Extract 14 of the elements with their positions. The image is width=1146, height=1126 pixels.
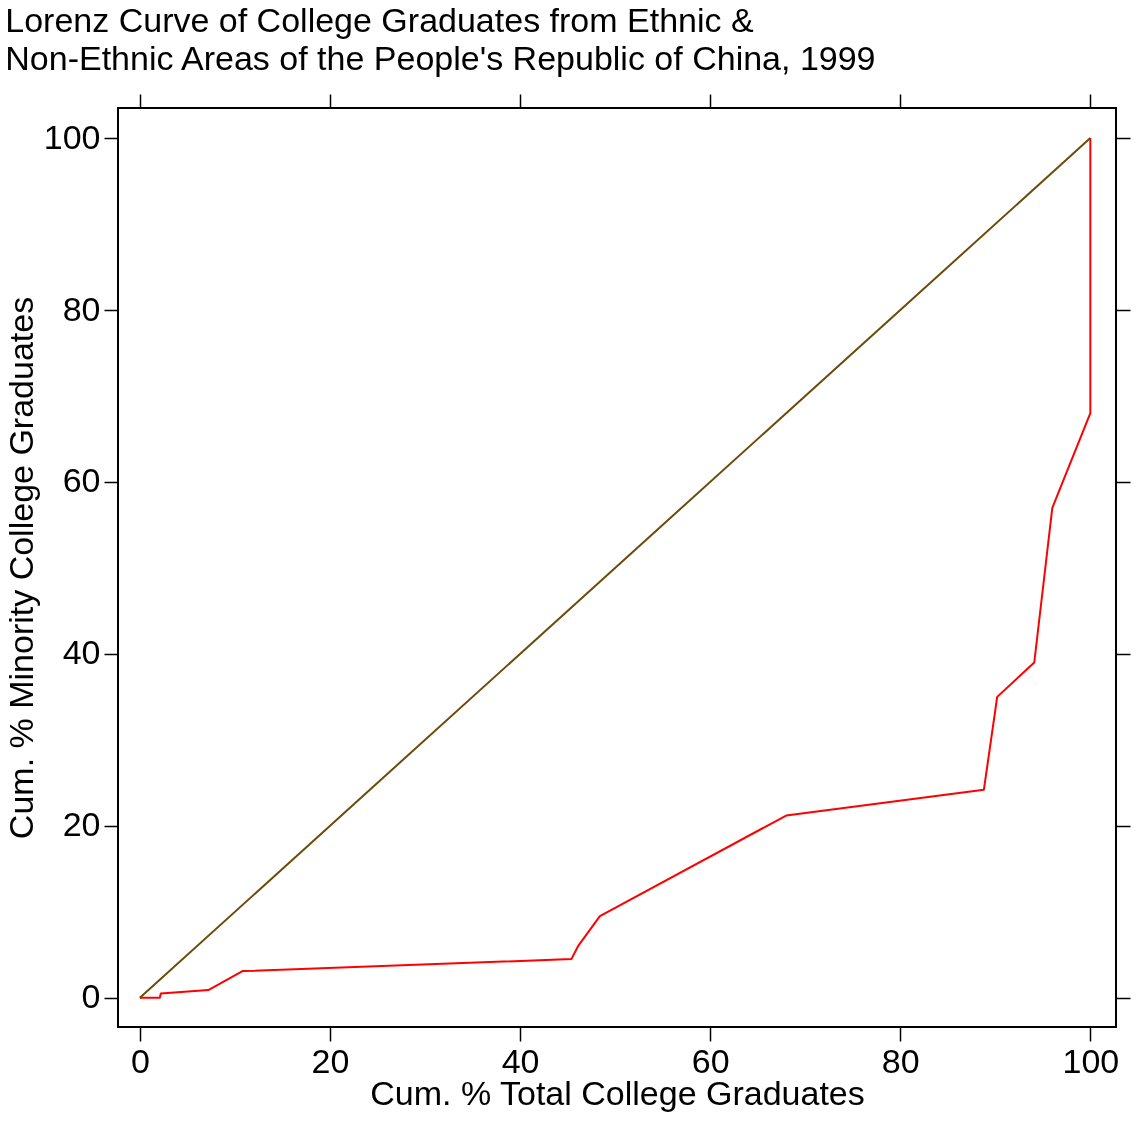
y-tick-label: 40 xyxy=(62,633,101,672)
text: Non-Ethnic Areas of the People's Republic of China, 1999 xyxy=(5,39,876,78)
y-tick-label: 20 xyxy=(62,805,101,844)
y-tick-label: 60 xyxy=(62,461,101,500)
x-tick-label: 20 xyxy=(311,1041,350,1080)
line-series xyxy=(138,137,1092,999)
text: Lorenz Curve of College Graduates from Ethnic & xyxy=(5,1,754,40)
y-tick-label: 0 xyxy=(81,977,101,1016)
x-tick-label: 0 xyxy=(130,1041,150,1080)
y-tick-label: 100 xyxy=(43,117,101,156)
x-tick-label: 80 xyxy=(881,1041,920,1080)
y-tick-label: 80 xyxy=(62,289,101,328)
y-axis-title: Cum. % Minority College Graduates xyxy=(1,296,40,840)
x-tick-label: 100 xyxy=(1062,1041,1120,1080)
